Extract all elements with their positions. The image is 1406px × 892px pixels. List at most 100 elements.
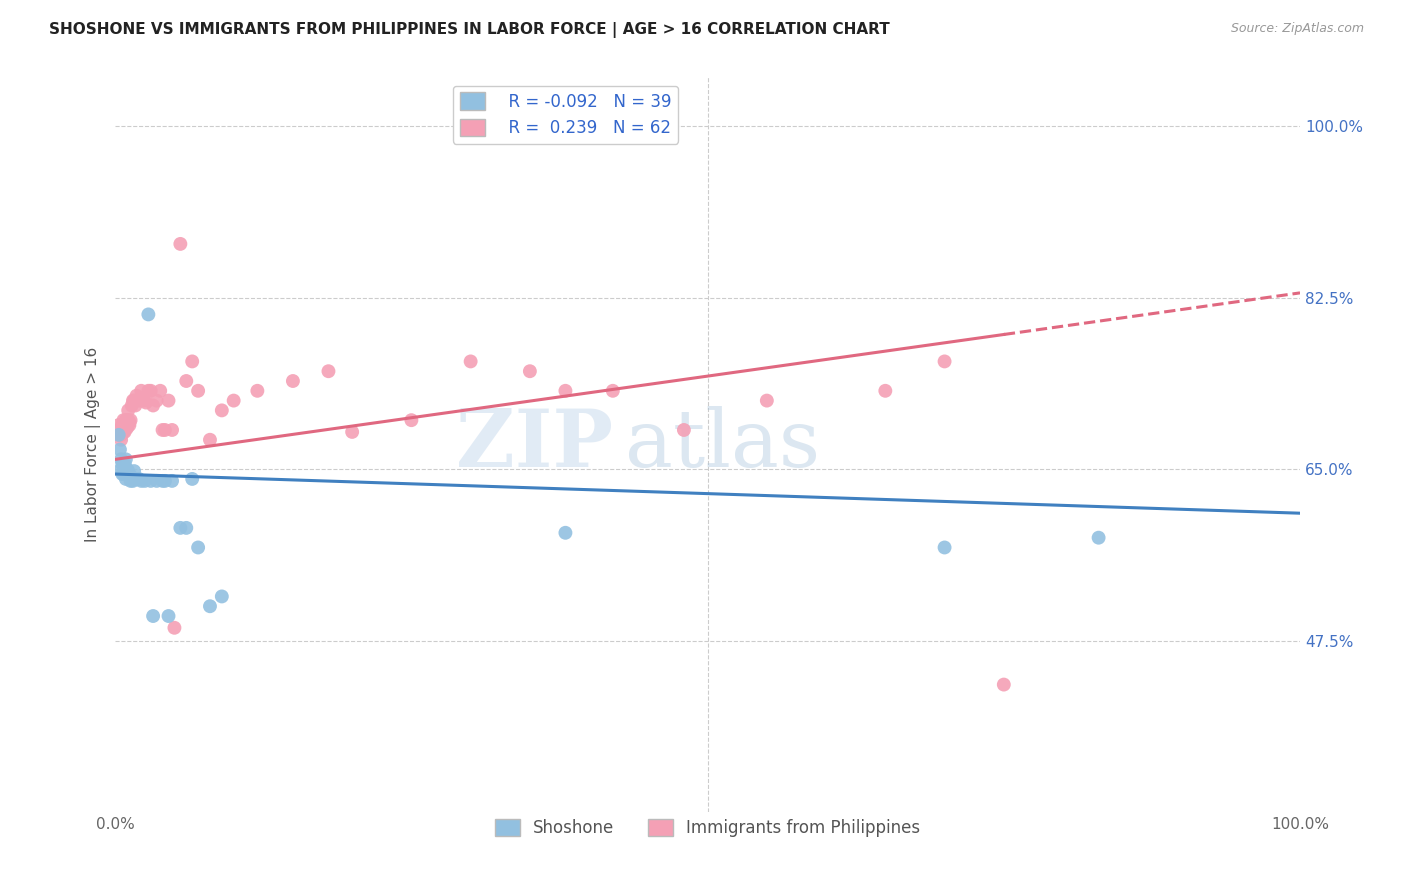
Point — [110, 452, 132, 467]
Point — [122, 393, 145, 408]
Point — [118, 415, 141, 429]
Point — [111, 457, 134, 471]
Point — [124, 399, 146, 413]
Point — [142, 609, 165, 624]
Point — [111, 423, 134, 437]
Point — [169, 236, 191, 251]
Y-axis label: In Labor Force | Age > 16: In Labor Force | Age > 16 — [86, 347, 101, 542]
Point — [993, 677, 1015, 691]
Text: Source: ZipAtlas.com: Source: ZipAtlas.com — [1230, 22, 1364, 36]
Text: ZIP: ZIP — [456, 406, 613, 483]
Point — [157, 393, 180, 408]
Point — [139, 474, 162, 488]
Point — [145, 393, 167, 408]
Point — [934, 541, 956, 555]
Point — [115, 452, 138, 467]
Point — [153, 474, 176, 488]
Point — [122, 393, 145, 408]
Point — [129, 384, 152, 398]
Point — [460, 354, 482, 368]
Point — [340, 425, 363, 439]
Point — [122, 474, 145, 488]
Point — [174, 374, 197, 388]
Point — [755, 393, 778, 408]
Point — [115, 417, 138, 431]
Point — [160, 423, 183, 437]
Point — [554, 525, 576, 540]
Point — [107, 423, 129, 437]
Point — [160, 474, 183, 488]
Point — [281, 374, 304, 388]
Point — [169, 521, 191, 535]
Point — [138, 384, 160, 398]
Point — [222, 393, 245, 408]
Point — [174, 521, 197, 535]
Point — [121, 470, 143, 484]
Point — [111, 418, 134, 433]
Point — [875, 384, 897, 398]
Point — [115, 413, 138, 427]
Point — [132, 393, 155, 408]
Point — [115, 421, 138, 435]
Point — [145, 474, 167, 488]
Point — [107, 418, 129, 433]
Point — [115, 462, 138, 476]
Point — [934, 354, 956, 368]
Point — [117, 403, 139, 417]
Point — [128, 472, 150, 486]
Point — [211, 590, 233, 604]
Point — [125, 389, 148, 403]
Point — [108, 442, 131, 457]
Point — [114, 462, 136, 476]
Point — [110, 433, 132, 447]
Point — [198, 433, 221, 447]
Point — [121, 399, 143, 413]
Point — [117, 413, 139, 427]
Point — [142, 399, 165, 413]
Text: atlas: atlas — [624, 406, 820, 483]
Point — [129, 474, 152, 488]
Point — [149, 384, 172, 398]
Point — [602, 384, 624, 398]
Point — [114, 421, 136, 435]
Point — [122, 464, 145, 478]
Point — [211, 403, 233, 417]
Point — [118, 418, 141, 433]
Point — [115, 472, 138, 486]
Point — [187, 541, 209, 555]
Point — [139, 384, 162, 398]
Legend: Shoshone, Immigrants from Philippines: Shoshone, Immigrants from Philippines — [488, 813, 927, 844]
Point — [135, 395, 157, 409]
Point — [246, 384, 269, 398]
Point — [114, 457, 136, 471]
Point — [181, 472, 204, 486]
Point — [120, 474, 142, 488]
Point — [138, 307, 160, 321]
Point — [157, 609, 180, 624]
Point — [128, 393, 150, 408]
Point — [181, 354, 204, 368]
Point — [1087, 531, 1109, 545]
Point — [112, 467, 135, 481]
Point — [120, 413, 142, 427]
Point — [554, 384, 576, 398]
Point — [134, 474, 156, 488]
Point — [110, 462, 132, 476]
Point — [187, 384, 209, 398]
Point — [114, 425, 136, 439]
Point — [153, 423, 176, 437]
Point — [112, 421, 135, 435]
Point — [112, 425, 135, 439]
Point — [118, 467, 141, 481]
Point — [112, 413, 135, 427]
Point — [108, 428, 131, 442]
Point — [152, 474, 174, 488]
Point — [163, 621, 186, 635]
Point — [117, 464, 139, 478]
Point — [519, 364, 541, 378]
Point — [125, 472, 148, 486]
Point — [152, 423, 174, 437]
Point — [107, 428, 129, 442]
Point — [115, 413, 138, 427]
Text: SHOSHONE VS IMMIGRANTS FROM PHILIPPINES IN LABOR FORCE | AGE > 16 CORRELATION CH: SHOSHONE VS IMMIGRANTS FROM PHILIPPINES … — [49, 22, 890, 38]
